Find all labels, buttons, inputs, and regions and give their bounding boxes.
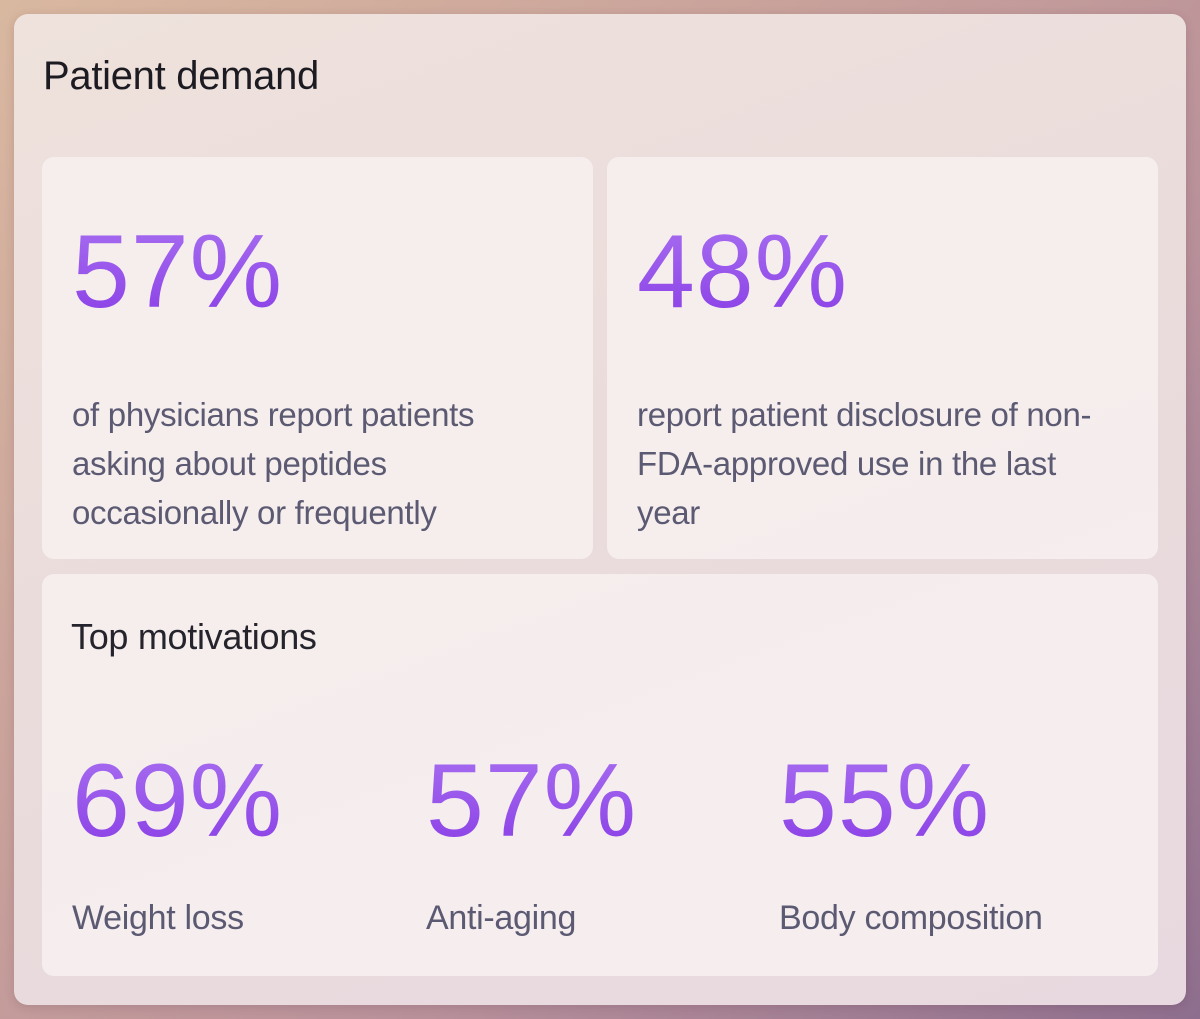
- motivation-label: Weight loss: [72, 899, 244, 937]
- motivation-label: Anti-aging: [426, 899, 577, 937]
- motivation-weight-loss: 69% Weight loss: [72, 749, 412, 937]
- motivation-label: Body composition: [779, 899, 1043, 937]
- patient-demand-panel: Patient demand 57% of physicians report …: [14, 14, 1186, 1005]
- stat-card-patient-disclosure: 48% report patient disclosure of non-FDA…: [607, 157, 1158, 559]
- stat-description: report patient disclosure of non-FDA-app…: [637, 396, 1092, 531]
- motivation-value: 57%: [426, 749, 766, 853]
- panel-title: Patient demand: [43, 54, 319, 98]
- stat-value: 48%: [637, 214, 849, 330]
- motivation-anti-aging: 57% Anti-aging: [426, 749, 766, 937]
- motivation-value: 55%: [779, 749, 1119, 853]
- stat-description: of physicians report patients asking abo…: [72, 396, 475, 531]
- motivation-body-composition: 55% Body composition: [779, 749, 1119, 937]
- stat-value: 57%: [72, 214, 284, 330]
- stat-card-physicians-asked: 57% of physicians report patients asking…: [42, 157, 593, 559]
- section-title: Top motivations: [71, 616, 317, 657]
- motivation-value: 69%: [72, 749, 412, 853]
- top-motivations-card: Top motivations 69% Weight loss 57% Anti…: [42, 574, 1158, 976]
